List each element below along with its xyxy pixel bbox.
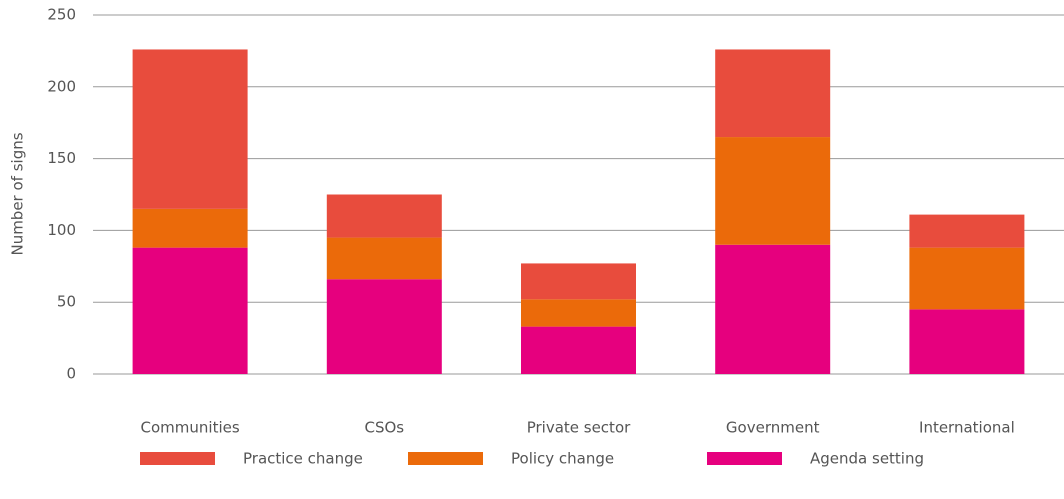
- bar-segment: [326, 279, 442, 374]
- y-tick-label: 100: [47, 221, 76, 239]
- bar-segment: [132, 208, 248, 248]
- bar-segment: [715, 137, 831, 245]
- legend-swatch: [408, 452, 483, 465]
- bar-segment: [909, 247, 1025, 310]
- y-tick-label: 150: [47, 149, 76, 167]
- legend-label: Agenda setting: [810, 450, 924, 468]
- bar-segment: [326, 194, 442, 238]
- legend-swatch: [140, 452, 215, 465]
- y-tick-label: 0: [66, 365, 76, 383]
- x-tick-label: International: [919, 419, 1015, 437]
- x-tick-label: Private sector: [527, 419, 631, 437]
- bar-segment: [715, 49, 831, 138]
- y-tick-label: 200: [47, 77, 76, 95]
- legend-label: Policy change: [511, 450, 614, 468]
- x-tick-label: Communities: [141, 419, 240, 437]
- bar-segment: [132, 247, 248, 374]
- bar-segment: [909, 309, 1025, 374]
- x-tick-label: CSOs: [364, 419, 404, 437]
- legend-swatch: [707, 452, 782, 465]
- y-axis-label: Number of signs: [9, 132, 27, 255]
- legend-label: Practice change: [243, 450, 363, 468]
- y-tick-label: 50: [57, 293, 76, 311]
- bar-segment: [521, 299, 636, 327]
- bar-segment: [909, 214, 1025, 248]
- bar-segment: [132, 49, 248, 209]
- bar-segment: [521, 263, 636, 300]
- y-tick-label: 250: [47, 6, 76, 24]
- bar-segment: [715, 244, 831, 374]
- x-tick-label: Government: [726, 419, 820, 437]
- bar-segment: [326, 237, 442, 280]
- bar-segment: [521, 326, 636, 374]
